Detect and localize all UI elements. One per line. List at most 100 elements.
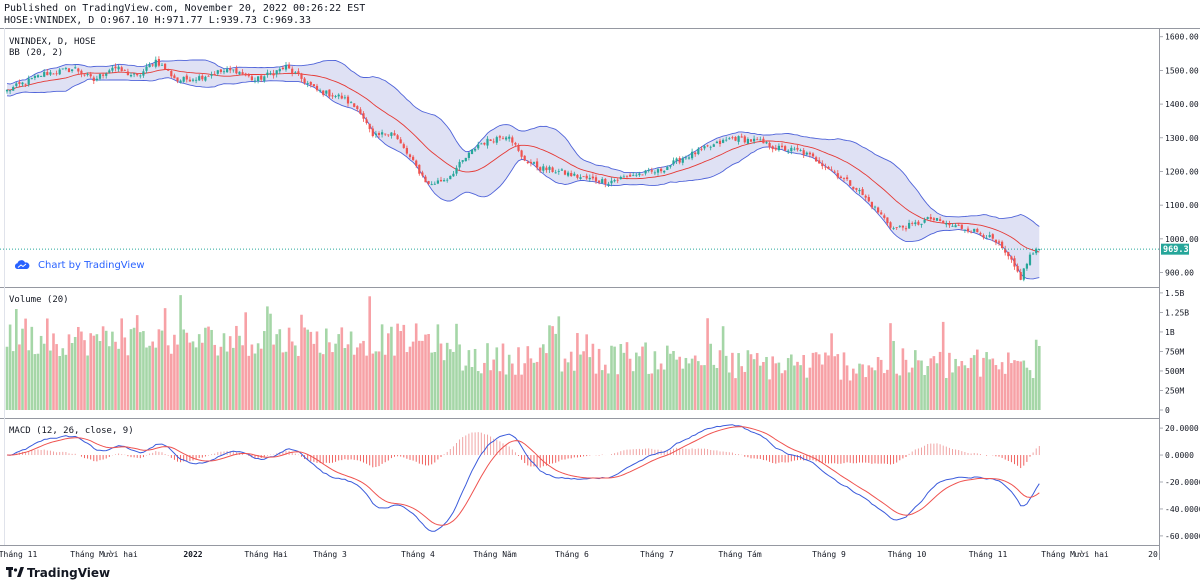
volume-bar: [932, 356, 936, 410]
candle: [842, 177, 846, 182]
time-axis-label: Tháng 11: [969, 550, 1008, 559]
volume-bar: [520, 374, 523, 410]
volume-bar: [1031, 378, 1035, 410]
volume-bar: [321, 354, 325, 410]
volume-bar: [346, 344, 350, 410]
volume-bar: [225, 351, 229, 410]
volume-bar: [960, 361, 964, 410]
volume-bar: [396, 323, 399, 410]
candle: [303, 76, 306, 85]
candle: [133, 72, 136, 78]
volume-bar: [222, 333, 226, 410]
volume-bar: [861, 364, 864, 410]
candle: [647, 167, 650, 173]
candle: [1038, 248, 1041, 251]
candle: [997, 239, 1001, 246]
candle: [24, 83, 27, 88]
volume-bar: [92, 335, 96, 410]
volume-bar: [331, 352, 334, 410]
volume-bar: [594, 373, 598, 410]
volume-bar: [1007, 352, 1010, 410]
candle: [638, 171, 641, 177]
macd-pane[interactable]: MACD (12, 26, close, 9) -60.0000 -40.0000…: [6, 424, 1200, 541]
volume-bar: [997, 369, 1001, 410]
candle: [467, 151, 470, 161]
tradingview-footer-logo[interactable]: TradingView: [6, 566, 110, 580]
candle: [182, 76, 185, 83]
volume-bar: [77, 326, 80, 410]
candle: [418, 164, 421, 176]
volume-bar: [706, 318, 709, 410]
volume-bar: [464, 365, 468, 410]
candle: [836, 170, 839, 180]
volume-bar: [160, 330, 164, 410]
volume-bar: [690, 358, 694, 410]
volume-bar: [368, 296, 371, 410]
candle: [542, 163, 545, 174]
axis-tick-label: 1.25B: [1165, 308, 1189, 317]
chart-by-tradingview-badge[interactable]: Chart by TradingView: [14, 260, 145, 271]
candle: [297, 68, 300, 76]
volume-bar: [979, 376, 982, 410]
volume-bar: [684, 357, 688, 410]
volume-bar: [405, 352, 409, 410]
candle: [83, 74, 86, 77]
candle: [557, 168, 560, 175]
volume-bar: [492, 359, 495, 410]
axis-tick-label: 1400.00: [1165, 100, 1199, 109]
volume-bar: [910, 367, 914, 410]
price-pane[interactable]: VNINDEX, D, HOSE BB (20, 2) 900.00 1000.0…: [0, 33, 1199, 282]
candle: [901, 225, 904, 231]
candle: [58, 67, 61, 76]
candle: [554, 169, 557, 174]
volume-bar: [15, 309, 18, 410]
volume-bar: [352, 354, 356, 410]
candle: [694, 151, 697, 157]
candle: [517, 143, 520, 153]
candle: [18, 79, 21, 87]
volume-bar: [852, 368, 855, 410]
candle: [852, 186, 855, 191]
bb-indicator-label: BB (20, 2): [9, 48, 63, 58]
candle: [945, 220, 948, 228]
volume-bar: [929, 358, 933, 410]
tradingview-cloud-icon: [14, 260, 30, 269]
volume-bar: [46, 318, 49, 410]
volume-pane[interactable]: Volume (20) 0 250M 500M 750M 1B 1.25B 1.5B: [5, 289, 1190, 415]
candle: [548, 165, 551, 174]
volume-bar: [114, 341, 117, 410]
volume-bar: [507, 354, 511, 410]
volume-bar: [73, 336, 77, 410]
volume-bar: [402, 324, 406, 410]
volume-bar: [786, 358, 790, 410]
volume-bar: [495, 347, 499, 410]
volume-bar: [411, 341, 415, 410]
volume-bar: [675, 359, 678, 410]
candle: [402, 142, 405, 149]
candle: [288, 62, 291, 69]
candle: [942, 220, 945, 224]
volume-bar: [935, 363, 939, 410]
candle: [443, 178, 446, 182]
candle: [598, 180, 601, 185]
candle: [920, 223, 923, 228]
volume-bar: [49, 350, 52, 410]
volume-bar: [80, 331, 83, 410]
candle: [867, 194, 870, 203]
volume-bar: [111, 331, 114, 410]
candle: [756, 137, 759, 141]
candle: [1016, 263, 1019, 273]
axis-tick-label: 1600.00: [1165, 33, 1199, 42]
volume-bar: [848, 380, 852, 410]
candle: [219, 69, 222, 74]
volume-bar: [991, 358, 995, 410]
candle: [1007, 251, 1010, 260]
volume-bar: [1028, 370, 1032, 410]
volume-bar: [1010, 363, 1013, 410]
candle: [117, 64, 120, 72]
candle: [951, 223, 954, 227]
volume-bar: [542, 344, 545, 410]
volume-bar: [387, 333, 390, 410]
candle: [629, 172, 632, 177]
